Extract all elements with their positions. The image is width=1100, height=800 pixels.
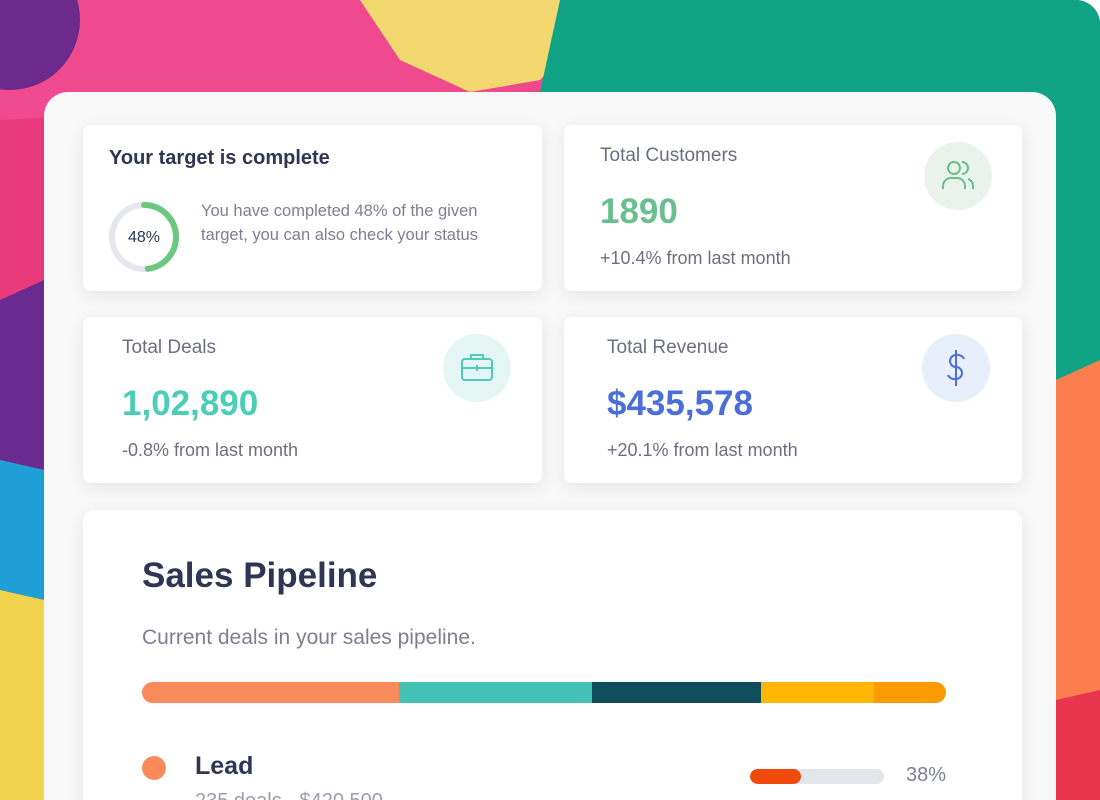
card-description: You have completed 48% of the given targ… xyxy=(201,202,478,244)
pipeline-title: Sales Pipeline xyxy=(142,556,378,595)
pipeline-segment xyxy=(142,682,400,703)
stat-card: Total Revenue $435,578 +20.1% from last … xyxy=(564,317,1022,483)
briefcase-icon xyxy=(443,334,511,402)
stage-progress-track xyxy=(750,769,884,784)
stage-progress-bar xyxy=(750,769,801,784)
stat-value: 1,02,890 xyxy=(122,384,259,423)
stat-change: +10.4% from last month xyxy=(600,248,791,268)
donut: 48% xyxy=(109,202,179,272)
stage-list: Lead 235 deals · $420,500 38% xyxy=(83,740,1022,800)
pipeline-segment xyxy=(761,682,874,703)
stage-dot xyxy=(142,756,166,780)
stat-title: Total Revenue xyxy=(607,337,729,358)
donut-label: 48% xyxy=(128,229,160,246)
stage-progress-label: 38% xyxy=(905,764,946,786)
stat-value: $435,578 xyxy=(607,384,753,423)
stat-card: Total Customers 1890 +10.4% from last mo… xyxy=(564,125,1022,291)
dollar-icon xyxy=(922,334,990,402)
stat-value: 1890 xyxy=(600,192,678,231)
stat-change: +20.1% from last month xyxy=(607,440,798,460)
stage-name: Lead xyxy=(195,752,254,780)
pipeline-card: Sales Pipeline Current deals in your sal… xyxy=(83,510,1022,800)
stat-change: -0.8% from last month xyxy=(122,440,299,460)
pipeline-segment xyxy=(592,682,762,703)
stat-title: Total Customers xyxy=(600,145,738,166)
pipeline-segment xyxy=(399,682,593,703)
stage-details: 235 deals · $420,500 xyxy=(195,790,383,800)
stat-card: Total Deals 1,02,890 -0.8% from last mon… xyxy=(83,317,542,483)
stat-title: Total Deals xyxy=(122,337,216,358)
pipeline-subtitle: Current deals in your sales pipeline. xyxy=(142,626,476,649)
users-icon xyxy=(924,142,992,210)
donut-arc xyxy=(109,202,179,272)
pipeline-segment xyxy=(873,682,946,703)
card-title: Your target is complete xyxy=(109,147,330,169)
target-card: Your target is complete 48% You have com… xyxy=(83,125,542,291)
pipeline-bar xyxy=(142,682,946,703)
